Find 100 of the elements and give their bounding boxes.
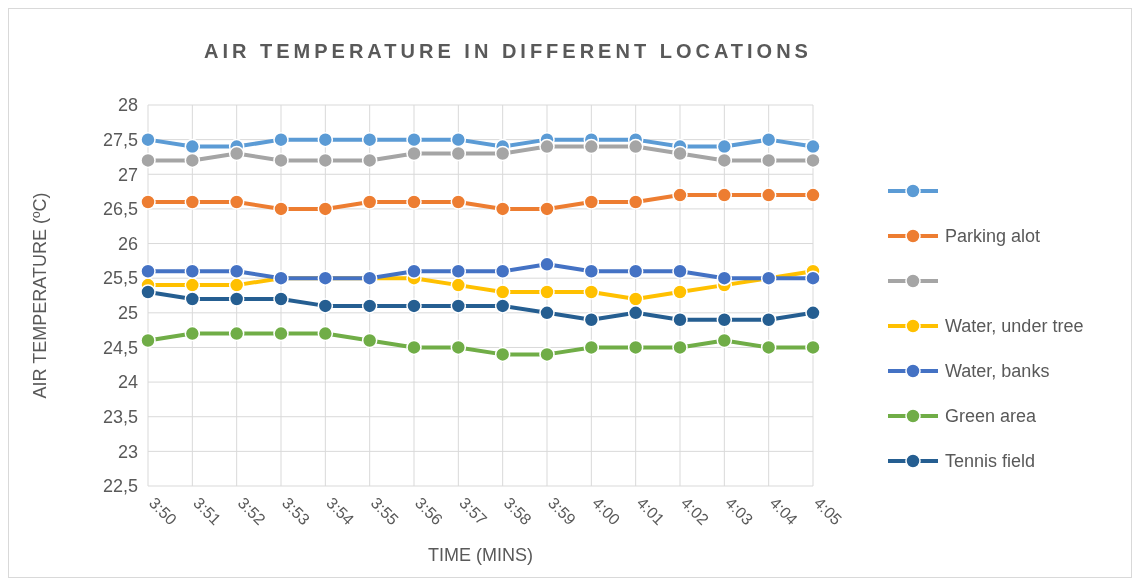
point	[228, 325, 245, 342]
point	[450, 131, 467, 148]
point	[273, 152, 289, 169]
point	[805, 339, 821, 356]
point	[716, 138, 733, 155]
point	[140, 332, 156, 349]
legend-label: Green area	[945, 406, 1038, 427]
point	[406, 131, 422, 148]
point	[184, 152, 201, 169]
y-tick-label: 25	[117, 303, 138, 324]
x-tick-label: 4:00	[589, 494, 624, 529]
point	[672, 145, 688, 162]
point	[760, 187, 777, 203]
point	[317, 131, 334, 148]
point	[317, 152, 334, 169]
x-tick-label: 3:50	[145, 494, 181, 529]
point	[672, 263, 688, 279]
point	[539, 284, 555, 300]
point	[494, 263, 511, 279]
point	[583, 194, 600, 210]
y-tick-label: 26	[117, 233, 138, 254]
point	[317, 298, 334, 314]
point	[539, 305, 555, 321]
point	[583, 138, 600, 155]
x-axis-title: TIME (MINS)	[428, 545, 533, 565]
legend-label: Water, under tree	[945, 316, 1084, 337]
point	[184, 263, 201, 279]
x-tick-label: 3:57	[456, 494, 491, 529]
point	[760, 312, 777, 328]
point	[228, 277, 245, 293]
y-tick-label: 23,5	[102, 407, 138, 428]
point	[184, 138, 201, 155]
y-tick-label: 24,5	[102, 337, 138, 358]
point	[450, 194, 467, 210]
point	[361, 298, 378, 314]
point	[627, 138, 644, 155]
point	[805, 305, 821, 321]
point	[184, 291, 201, 307]
point	[273, 325, 289, 342]
x-tick-label: 3:59	[544, 494, 580, 529]
y-tick-label: 27	[117, 164, 138, 185]
point	[716, 332, 733, 349]
point	[317, 325, 334, 342]
y-axis-title: AIR TEMPERATURE (ºC)	[30, 192, 50, 399]
point	[760, 131, 777, 148]
point	[184, 277, 201, 293]
point	[760, 152, 777, 169]
point	[539, 201, 555, 217]
point	[583, 263, 600, 279]
point	[361, 131, 378, 148]
point	[140, 152, 156, 169]
point	[228, 145, 245, 162]
point	[273, 201, 289, 217]
point	[627, 305, 644, 321]
point	[361, 152, 378, 169]
point	[627, 291, 644, 307]
y-tick-label: 26,5	[102, 199, 138, 220]
legend-label: Parking alot	[945, 226, 1041, 247]
x-tick-label: 3:53	[278, 494, 314, 529]
y-tick-label: 27,5	[102, 129, 138, 150]
y-tick-label: 28	[117, 95, 138, 116]
point	[406, 298, 422, 314]
x-tick-label: 4:03	[722, 494, 757, 529]
y-tick-label: 24	[117, 372, 138, 393]
point	[672, 312, 688, 328]
point	[184, 194, 201, 210]
point	[805, 270, 821, 286]
x-tick-label: 3:56	[411, 494, 447, 529]
point	[583, 284, 600, 300]
point	[228, 263, 245, 279]
point	[539, 138, 555, 155]
point	[450, 298, 467, 314]
point	[716, 187, 733, 203]
point	[583, 312, 600, 328]
point	[140, 194, 156, 210]
point	[184, 325, 201, 342]
point	[494, 346, 511, 363]
point	[361, 194, 378, 210]
point	[494, 298, 511, 314]
point	[228, 291, 245, 307]
point	[406, 145, 422, 162]
legend-label: Tennis field	[945, 451, 1036, 472]
point	[583, 339, 600, 356]
point	[627, 263, 644, 279]
point	[140, 131, 156, 148]
point	[273, 291, 289, 307]
point	[760, 339, 777, 356]
y-tick-label: 23	[117, 441, 138, 462]
point	[627, 194, 644, 210]
y-tick-label: 22,5	[102, 476, 138, 497]
point	[406, 263, 422, 279]
point	[228, 194, 245, 210]
point	[716, 312, 733, 328]
point	[805, 152, 821, 169]
chart-title: AIR TEMPERATURE IN DIFFERENT LOCATIONS	[204, 40, 812, 62]
point	[494, 145, 511, 162]
point	[494, 201, 511, 217]
point	[450, 339, 467, 356]
x-tick-label: 3:58	[500, 494, 535, 529]
point	[716, 152, 733, 169]
